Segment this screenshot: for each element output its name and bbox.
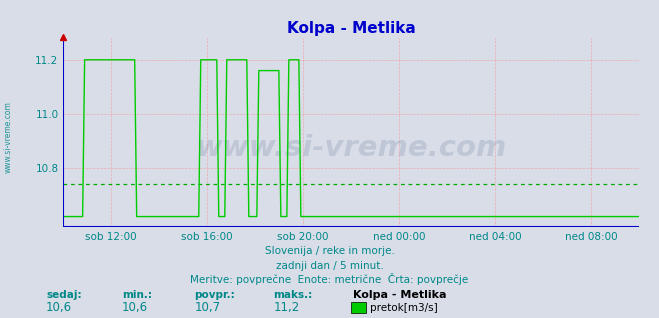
Text: 10,6: 10,6 (46, 301, 72, 314)
Text: Kolpa - Metlika: Kolpa - Metlika (353, 290, 446, 300)
Text: www.si-vreme.com: www.si-vreme.com (195, 134, 507, 162)
Text: Slovenija / reke in morje.: Slovenija / reke in morje. (264, 246, 395, 256)
Text: sedaj:: sedaj: (46, 290, 82, 300)
Text: povpr.:: povpr.: (194, 290, 235, 300)
Text: www.si-vreme.com: www.si-vreme.com (3, 101, 13, 173)
Text: maks.:: maks.: (273, 290, 313, 300)
Text: Meritve: povprečne  Enote: metrične  Črta: povprečje: Meritve: povprečne Enote: metrične Črta:… (190, 273, 469, 285)
Text: 10,6: 10,6 (122, 301, 148, 314)
Text: min.:: min.: (122, 290, 152, 300)
Text: 11,2: 11,2 (273, 301, 300, 314)
Title: Kolpa - Metlika: Kolpa - Metlika (287, 21, 415, 36)
Text: pretok[m3/s]: pretok[m3/s] (370, 303, 438, 314)
Text: zadnji dan / 5 minut.: zadnji dan / 5 minut. (275, 261, 384, 271)
Text: 10,7: 10,7 (194, 301, 221, 314)
